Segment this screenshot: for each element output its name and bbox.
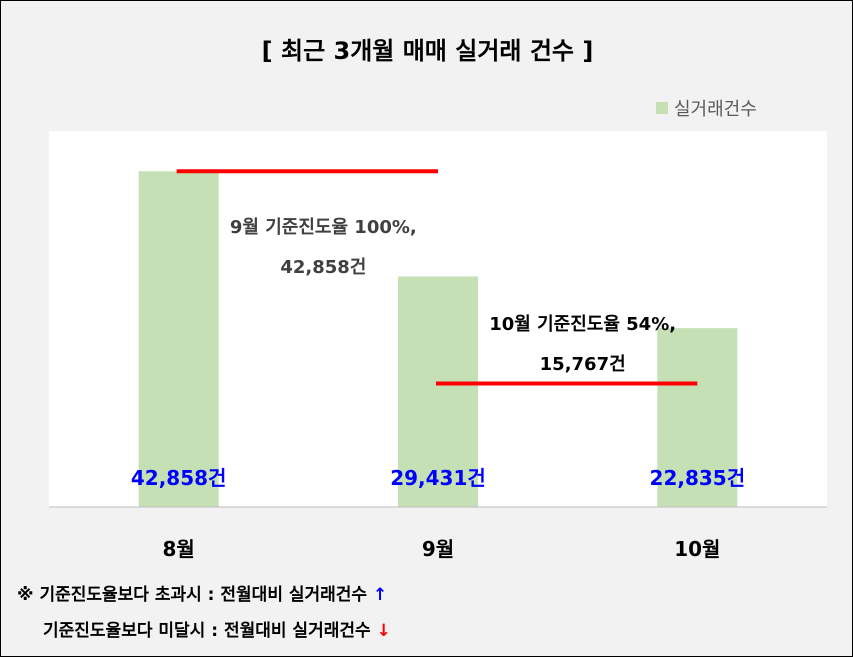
reference-annotation: 15,767건: [540, 354, 626, 375]
reference-annotation: 10월 기준진도율 54%,: [489, 314, 676, 335]
arrow-down-icon: ↓: [376, 621, 391, 641]
chart-title: [ 최근 3개월 매매 실거래 건수 ]: [261, 37, 594, 65]
note-under: 기준진도율보다 미달시 : 전월대비 실거래건수 ↓: [43, 616, 391, 641]
value-label: 22,835건: [650, 466, 746, 490]
note-under-text: 기준진도율보다 미달시 : 전월대비 실거래건수: [43, 621, 371, 641]
x-tick-label: 9월: [422, 537, 454, 561]
note-over: ※ 기준진도율보다 초과시 : 전월대비 실거래건수 ↑: [17, 580, 387, 605]
bar-10월: [657, 328, 738, 507]
legend: 실거래건수: [656, 95, 757, 121]
arrow-up-icon: ↑: [373, 585, 388, 605]
legend-label: 실거래건수: [674, 99, 757, 120]
note-over-text: ※ 기준진도율보다 초과시 : 전월대비 실거래건수: [17, 585, 368, 605]
reference-annotation: 42,858건: [280, 257, 366, 278]
x-tick-label: 10월: [674, 537, 720, 561]
bar-8월: [138, 171, 219, 508]
reference-annotation: 9월 기준진도율 100%,: [230, 217, 417, 238]
legend-swatch: [656, 102, 668, 114]
value-label: 29,431건: [390, 466, 486, 490]
value-label: 42,858건: [131, 466, 227, 490]
x-tick-label: 8월: [163, 537, 195, 561]
bar-9월: [398, 276, 478, 507]
